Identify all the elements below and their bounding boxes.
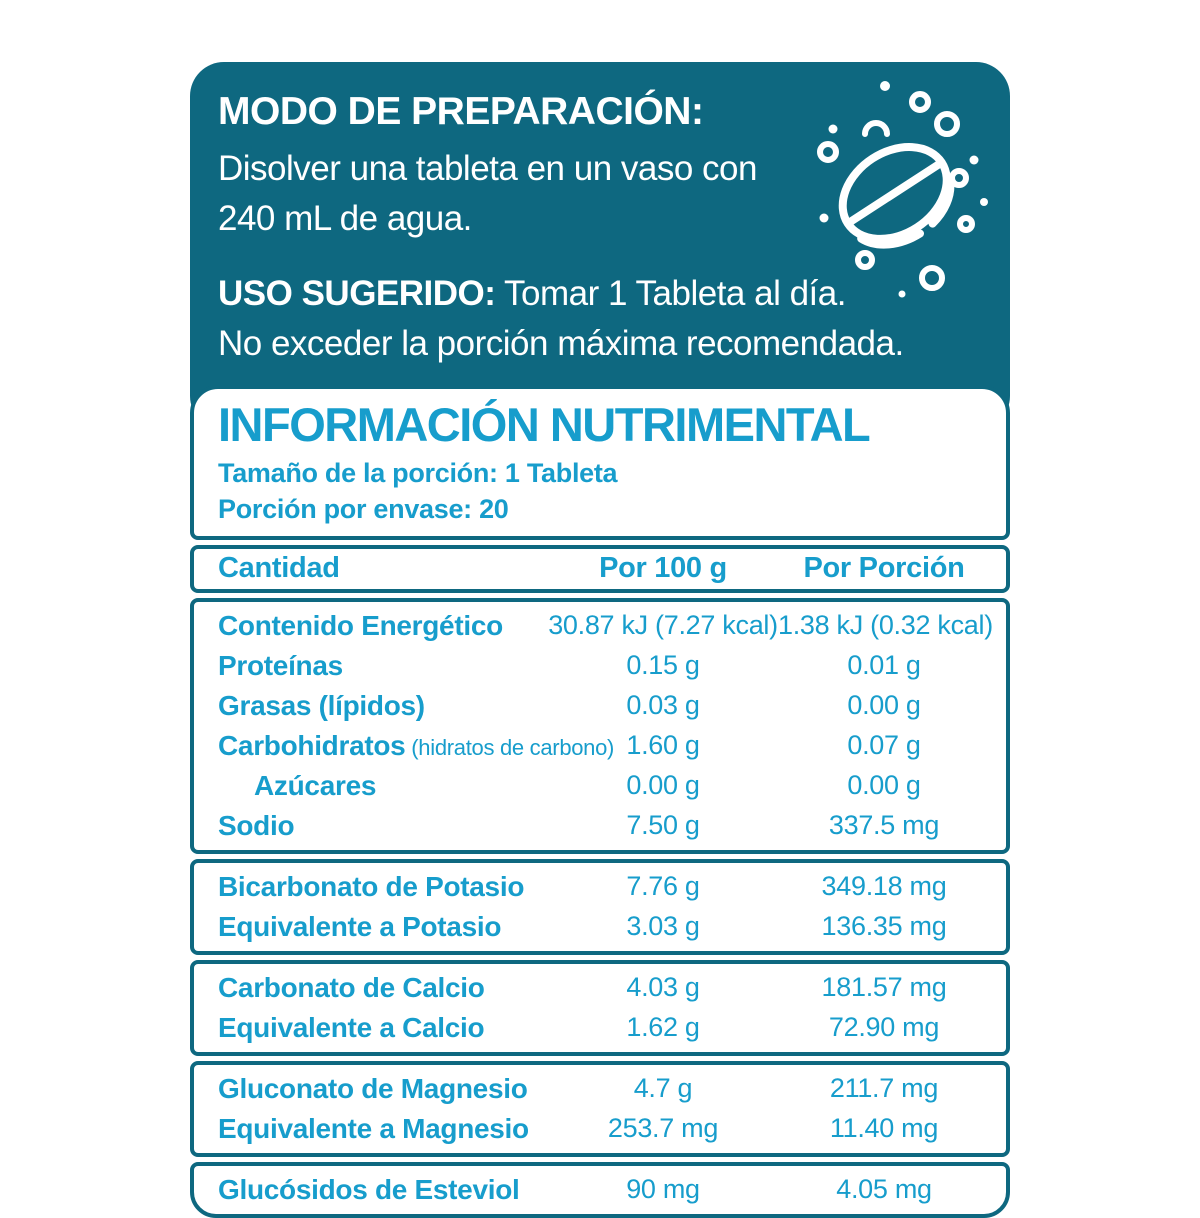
effervescent-tablet-icon bbox=[817, 81, 988, 298]
value-per-100g: 90 mg bbox=[626, 1174, 700, 1205]
row-label: Proteínas bbox=[218, 649, 343, 681]
value-per-100g: 1.62 g bbox=[626, 1012, 700, 1043]
table-row: Sodio 7.50 g 337.5 mg bbox=[218, 806, 990, 846]
value-per-portion: 4.05 mg bbox=[836, 1174, 932, 1205]
value-per-portion: 337.5 mg bbox=[828, 810, 940, 841]
value-per-portion: 11.40 mg bbox=[829, 1113, 939, 1144]
nutrition-title: INFORMACIÓN NUTRIMENTAL bbox=[218, 398, 871, 451]
servings-per-container-text: Porción por envase: 20 bbox=[218, 494, 509, 525]
table-section: Gluconato de Magnesio 4.7 g 211.7 mg Equiva… bbox=[190, 1060, 1010, 1157]
nutrition-header-section: INFORMACIÓN NUTRIMENTAL Tamaño de la por… bbox=[190, 385, 1010, 540]
suggested-use-label: USO SUGERIDO: bbox=[218, 274, 496, 314]
column-header-per-100g: Por 100 g bbox=[599, 552, 727, 585]
table-row: Azúcares 0.00 g 0.00 g bbox=[218, 766, 990, 806]
value-per-portion: 72.90 mg bbox=[828, 1012, 940, 1043]
value-per-portion: 1.38 kJ (0.32 kcal) bbox=[778, 610, 993, 641]
row-label: Azúcares bbox=[254, 769, 377, 801]
preparation-title: MODO DE PREPARACIÓN: bbox=[218, 90, 704, 133]
nutrition-facts-panel: INFORMACIÓN NUTRIMENTAL Tamaño de la por… bbox=[190, 385, 1010, 1218]
table-header-section: Cantidad Por 100 g Por Porción bbox=[190, 544, 1010, 593]
table-section: Carbonato de Calcio 4.03 g 181.57 mg Equiva… bbox=[190, 959, 1010, 1056]
value-per-portion: 349.18 mg bbox=[821, 871, 947, 902]
value-per-portion: 0.01 g bbox=[847, 650, 921, 681]
row-label: Carbohidratos (hidratos de carbono) bbox=[218, 729, 615, 761]
suggested-use-line1: USO SUGERIDO: Tomar 1 Tableta al día. bbox=[218, 269, 980, 319]
table-row: Proteínas 0.15 g 0.01 g bbox=[218, 646, 990, 686]
table-row: Grasas (lípidos) 0.03 g 0.00 g bbox=[218, 686, 990, 726]
row-label: Contenido Energético bbox=[218, 609, 503, 641]
row-label: Equivalente a Potasio bbox=[218, 910, 502, 942]
value-per-100g: 1.60 g bbox=[626, 730, 700, 761]
preparation-text-line1: Disolver una tableta en un vaso con bbox=[218, 149, 757, 188]
table-row: Carbonato de Calcio 4.03 g 181.57 mg bbox=[218, 968, 990, 1008]
value-per-portion: 211.7 mg bbox=[829, 1073, 939, 1104]
value-per-100g: 0.03 g bbox=[626, 690, 700, 721]
value-per-100g: 3.03 g bbox=[626, 911, 700, 942]
value-per-portion: 0.00 g bbox=[847, 770, 921, 801]
row-sublabel: (hidratos de carbono) bbox=[405, 734, 615, 760]
table-row: Bicarbonato de Potasio 7.76 g 349.18 mg bbox=[218, 867, 990, 907]
table-row: Equivalente a Potasio 3.03 g 136.35 mg bbox=[218, 907, 990, 947]
row-label: Glucósidos de Esteviol bbox=[218, 1173, 520, 1205]
value-per-100g: 253.7 mg bbox=[607, 1113, 719, 1144]
value-per-100g: 0.00 g bbox=[626, 770, 700, 801]
table-row: Carbohidratos (hidratos de carbono) 1.60 … bbox=[218, 726, 990, 766]
row-label: Gluconato de Magnesio bbox=[218, 1072, 528, 1104]
table-section: Glucósidos de Esteviol 90 mg 4.05 mg bbox=[190, 1161, 1010, 1218]
value-per-100g: 30.87 kJ (7.27 kcal) bbox=[548, 610, 778, 641]
table-row: Gluconato de Magnesio 4.7 g 211.7 mg bbox=[218, 1069, 990, 1109]
value-per-100g: 7.50 g bbox=[626, 810, 700, 841]
value-per-100g: 4.7 g bbox=[633, 1073, 693, 1104]
value-per-100g: 0.15 g bbox=[626, 650, 700, 681]
row-label: Sodio bbox=[218, 809, 295, 841]
row-label: Equivalente a Calcio bbox=[218, 1011, 485, 1043]
table-header-row: Cantidad Por 100 g Por Porción bbox=[194, 549, 1006, 589]
value-per-100g: 4.03 g bbox=[626, 972, 700, 1003]
preparation-panel: MODO DE PREPARACIÓN: Disolver una tablet… bbox=[190, 62, 1010, 430]
row-label: Grasas (lípidos) bbox=[218, 689, 425, 721]
value-per-portion: 0.00 g bbox=[847, 690, 921, 721]
preparation-text-line2: 240 mL de agua. bbox=[218, 198, 472, 238]
value-per-100g: 7.76 g bbox=[626, 871, 700, 902]
row-label: Bicarbonato de Potasio bbox=[218, 870, 525, 902]
table-section: Bicarbonato de Potasio 7.76 g 349.18 mg Equ… bbox=[190, 858, 1010, 955]
row-label: Equivalente a Magnesio bbox=[218, 1112, 529, 1144]
suggested-use-line2: No exceder la porción máxima recomendada… bbox=[218, 324, 904, 364]
value-per-portion: 0.07 g bbox=[847, 730, 921, 761]
value-per-portion: 181.57 mg bbox=[821, 972, 947, 1003]
table-row: Glucósidos de Esteviol 90 mg 4.05 mg bbox=[218, 1170, 990, 1210]
column-header-amount: Cantidad bbox=[218, 552, 340, 585]
table-row: Contenido Energético 30.87 kJ (7.27 kcal)… bbox=[218, 606, 993, 646]
table-row: Equivalente a Magnesio 253.7 mg 11.40 mg bbox=[218, 1109, 990, 1149]
table-row: Equivalente a Calcio 1.62 g 72.90 mg bbox=[218, 1008, 990, 1048]
serving-size-text: Tamaño de la porción: 1 Tableta bbox=[218, 457, 618, 488]
row-label: Carbonato de Calcio bbox=[218, 971, 485, 1003]
table-section: Contenido Energético 30.87 kJ (7.27 kcal)… bbox=[190, 597, 1010, 854]
suggested-use-text: Tomar 1 Tableta al día. bbox=[495, 274, 846, 314]
value-per-portion: 136.35 mg bbox=[821, 911, 947, 942]
column-header-per-portion: Por Porción bbox=[803, 552, 965, 585]
